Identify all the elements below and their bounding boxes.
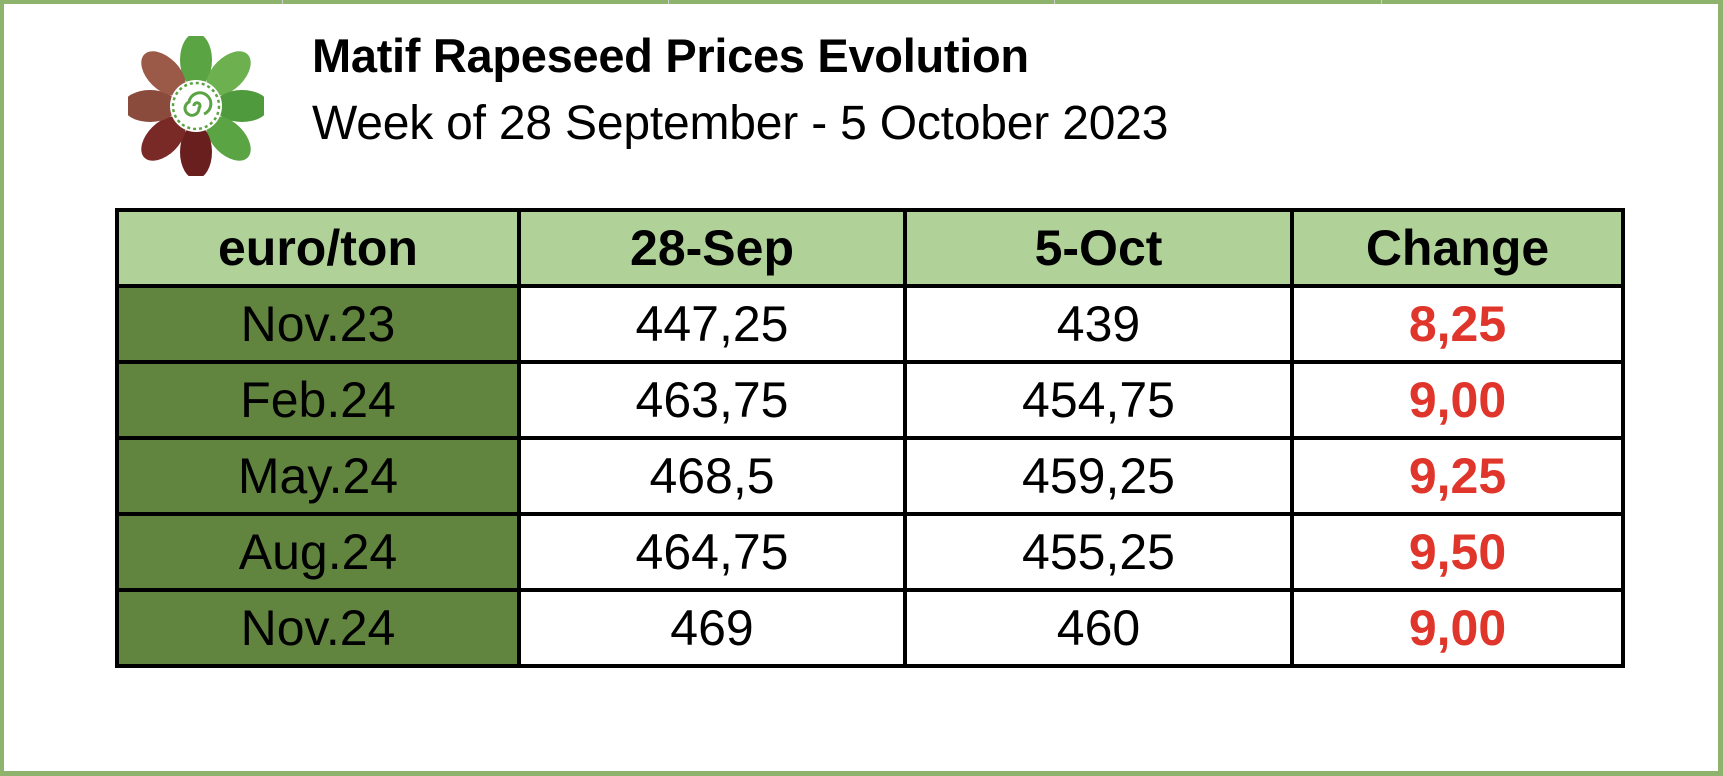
flower-logo-icon <box>128 36 264 176</box>
change-cell: 9,25 <box>1290 436 1625 516</box>
change-cell: 9,00 <box>1290 588 1625 668</box>
price-5-oct-cell: 439 <box>903 284 1294 364</box>
spreadsheet-gridlines <box>0 0 1723 4</box>
column-header-5-oct: 5-Oct <box>903 208 1294 288</box>
page-title: Matif Rapeseed Prices Evolution <box>312 29 1029 82</box>
change-cell: 8,25 <box>1290 284 1625 364</box>
contract-month-cell: Nov.24 <box>115 588 521 668</box>
price-28-sep-cell: 447,25 <box>517 284 907 364</box>
column-header-28-sep: 28-Sep <box>517 208 907 288</box>
table-row: May.24 468,5 459,25 9,25 <box>115 436 1625 516</box>
price-table: euro/ton 28-Sep 5-Oct Change Nov.23 447,… <box>115 208 1625 668</box>
column-header-unit: euro/ton <box>115 208 521 288</box>
price-5-oct-cell: 454,75 <box>903 360 1294 440</box>
price-28-sep-cell: 463,75 <box>517 360 907 440</box>
price-28-sep-cell: 468,5 <box>517 436 907 516</box>
table-header-row: euro/ton 28-Sep 5-Oct Change <box>115 208 1625 288</box>
column-header-change: Change <box>1290 208 1625 288</box>
price-28-sep-cell: 469 <box>517 588 907 668</box>
table-row: Nov.23 447,25 439 8,25 <box>115 284 1625 364</box>
table-row: Aug.24 464,75 455,25 9,50 <box>115 512 1625 592</box>
contract-month-cell: May.24 <box>115 436 521 516</box>
table-row: Feb.24 463,75 454,75 9,00 <box>115 360 1625 440</box>
page-subtitle: Week of 28 September - 5 October 2023 <box>312 97 1169 150</box>
contract-month-cell: Aug.24 <box>115 512 521 592</box>
change-cell: 9,50 <box>1290 512 1625 592</box>
change-cell: 9,00 <box>1290 360 1625 440</box>
price-28-sep-cell: 464,75 <box>517 512 907 592</box>
table-row: Nov.24 469 460 9,00 <box>115 588 1625 668</box>
contract-month-cell: Feb.24 <box>115 360 521 440</box>
price-5-oct-cell: 455,25 <box>903 512 1294 592</box>
price-5-oct-cell: 459,25 <box>903 436 1294 516</box>
price-5-oct-cell: 460 <box>903 588 1294 668</box>
contract-month-cell: Nov.23 <box>115 284 521 364</box>
